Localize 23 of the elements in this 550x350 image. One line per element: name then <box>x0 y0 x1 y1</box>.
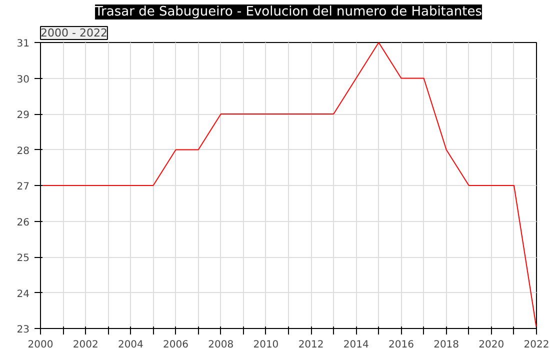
x-tick-label: 2002 <box>72 340 98 350</box>
y-tick-label: 28 <box>16 146 30 157</box>
y-tick-label: 26 <box>16 217 30 228</box>
x-tick-label: 2000 <box>28 340 54 350</box>
text: 2000 - 2022 <box>40 26 108 40</box>
y-tick-label: 29 <box>16 110 30 121</box>
x-tick-label: 2016 <box>388 340 414 350</box>
x-tick-label: 2006 <box>163 340 188 350</box>
y-tick-label: 24 <box>16 288 30 300</box>
y-tick-label: 30 <box>16 74 30 86</box>
y-tick-label: 25 <box>16 253 30 264</box>
chart-title: Trasar de Sabugueiro - Evolucion del numero de Habitantes <box>94 4 482 20</box>
y-tick-label: 31 <box>16 38 30 50</box>
x-tick-label: 2010 <box>253 340 279 350</box>
x-tick-label: 2022 <box>524 340 550 350</box>
y-tick-label: 27 <box>16 182 30 192</box>
x-tick-label: 2004 <box>118 340 144 350</box>
y-tick-label: 23 <box>16 324 30 336</box>
x-tick-label: 2020 <box>478 340 504 350</box>
x-tick-label: 2008 <box>208 340 234 350</box>
x-tick-label: 2014 <box>343 340 369 350</box>
x-tick-label: 2018 <box>434 340 460 350</box>
x-tick-label: 2012 <box>298 340 324 350</box>
